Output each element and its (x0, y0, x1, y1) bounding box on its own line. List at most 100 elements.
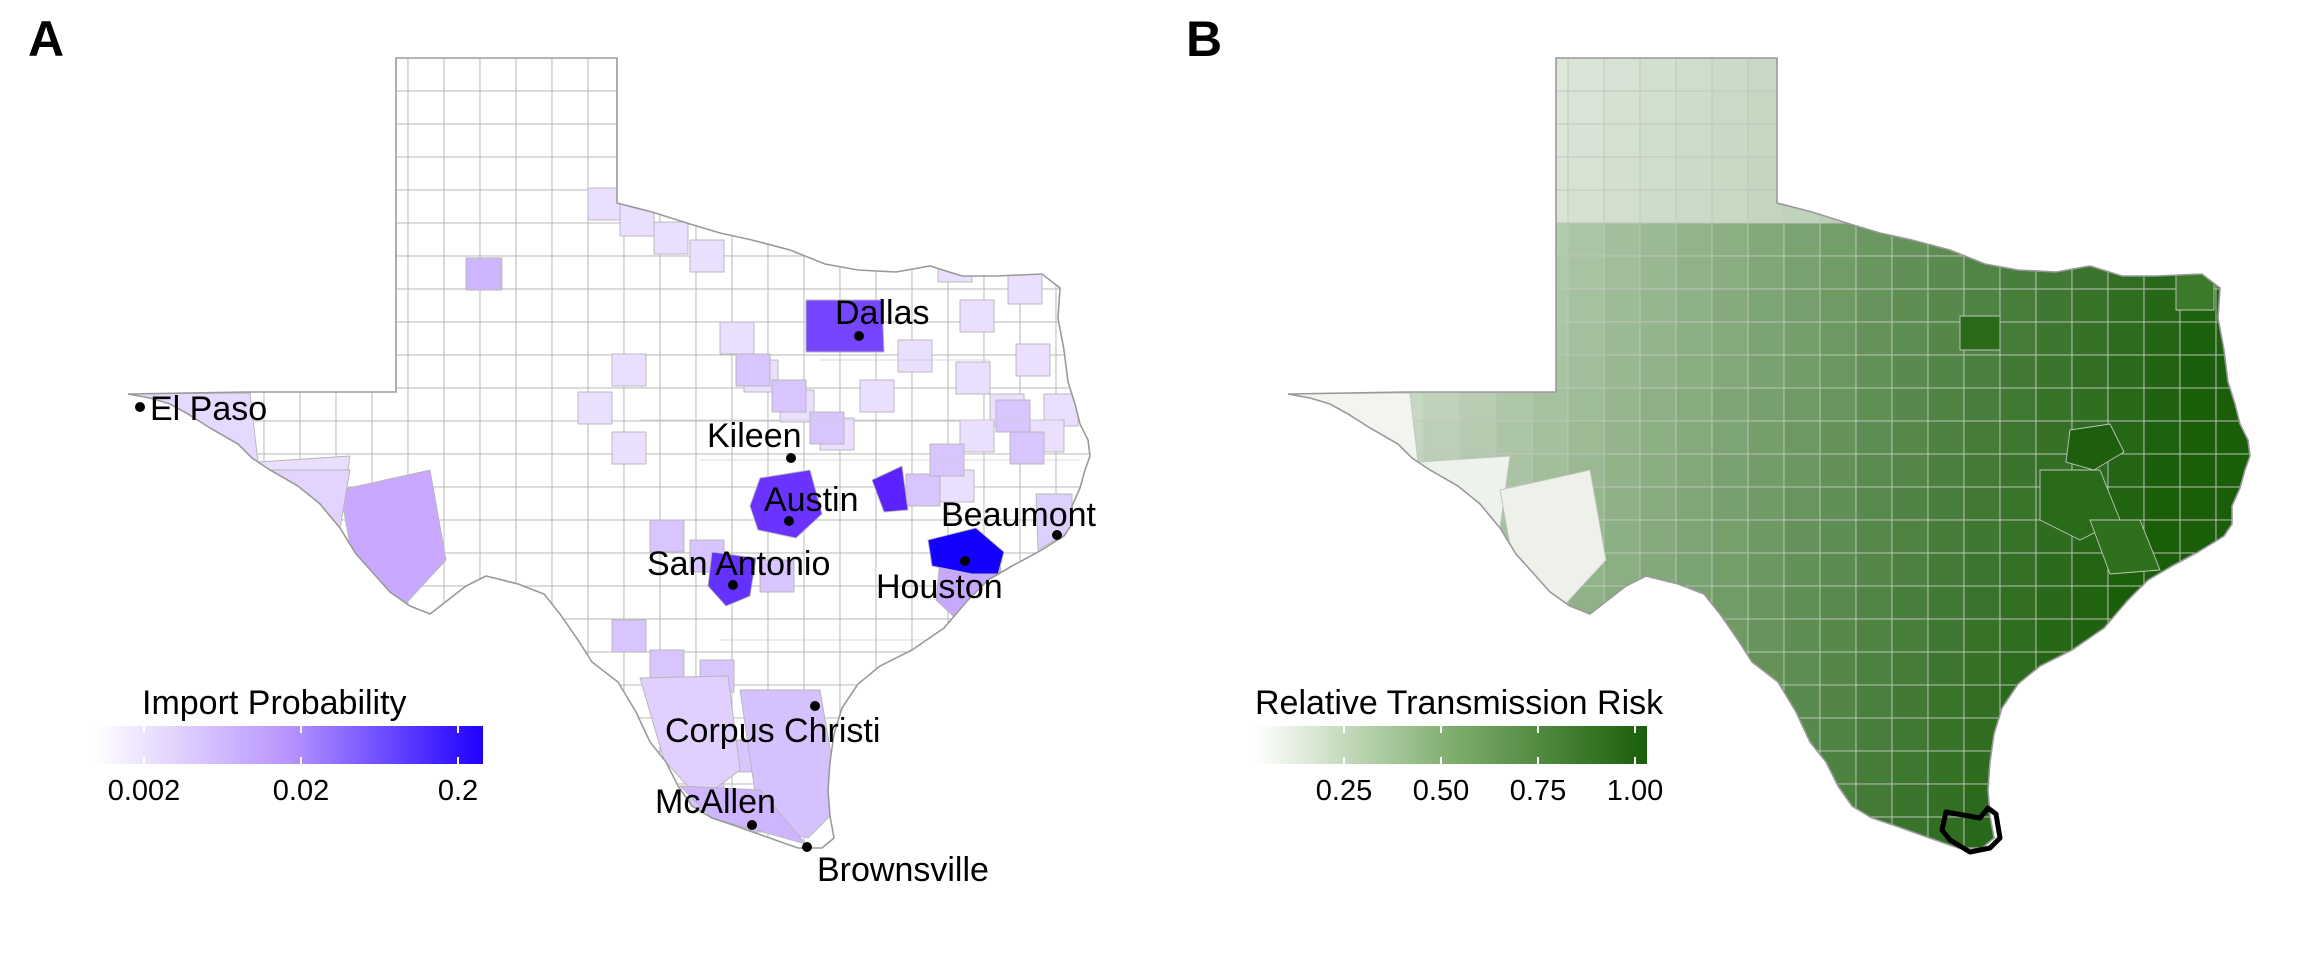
county-cell (1315, 585, 1353, 620)
county-cell (2215, 717, 2250, 752)
county-cell (1819, 486, 1857, 521)
county-cell (551, 123, 589, 158)
county-cell (1711, 750, 1749, 785)
county-cell (1855, 123, 1893, 158)
county-cell (1711, 552, 1749, 587)
county-cell (767, 156, 805, 191)
county-cell (2143, 684, 2181, 719)
county-cell (2035, 321, 2073, 356)
county-cell (735, 353, 771, 387)
county-cell (155, 123, 193, 158)
city-dot (728, 580, 738, 590)
county-cell (2215, 255, 2250, 290)
county-cell (1092, 355, 1128, 388)
county-cell (1019, 651, 1057, 686)
county-cell (551, 255, 589, 290)
county-cell (515, 123, 553, 158)
county-cell (1747, 58, 1785, 92)
county-cell (1288, 189, 1317, 224)
county-cell (839, 651, 877, 686)
county-cell (2035, 420, 2073, 455)
county-cell (1019, 816, 1057, 848)
county-cell (551, 717, 589, 752)
county-cell (155, 816, 193, 848)
county-cell (407, 123, 445, 158)
county-cell (1999, 255, 2037, 290)
county-cell (1855, 453, 1893, 488)
county-cell (551, 750, 589, 785)
county-cell (2215, 288, 2250, 323)
city-brownsville: Brownsville (802, 842, 989, 889)
county-cell (839, 189, 877, 224)
county-cell (1315, 453, 1353, 488)
county-cell (983, 684, 1021, 719)
county-cell (2107, 387, 2145, 422)
county-cell (2143, 618, 2181, 653)
county-cell (2035, 58, 2073, 92)
legend-tick-b-3: 1.00 (1607, 775, 1663, 807)
county-cell (1711, 453, 1749, 488)
county-cell (839, 222, 877, 257)
county-cell (2071, 783, 2109, 818)
county-cell (1092, 289, 1128, 322)
county-cell (1495, 288, 1533, 323)
county-cell (1927, 684, 1965, 719)
county-cell (983, 816, 1021, 848)
county-cell (2215, 651, 2250, 686)
county-cell (1783, 58, 1821, 92)
county-cell (128, 651, 157, 686)
county-cell (1019, 750, 1057, 785)
legend-tick-a-1: 0.02 (273, 775, 329, 807)
county-cell (1019, 58, 1057, 92)
county-cell (1855, 618, 1893, 653)
county-cell (1639, 58, 1677, 92)
county-cell (1567, 222, 1605, 257)
county-cell (1891, 255, 1929, 290)
county-cell (128, 288, 157, 323)
county-cell (1019, 684, 1057, 719)
county-cell (2071, 684, 2109, 719)
county-cell (2252, 223, 2288, 256)
county-cell (1855, 321, 1893, 356)
county-cell (1315, 90, 1353, 125)
county-cell (1675, 123, 1713, 158)
county-cell (1639, 288, 1677, 323)
county-cell (155, 90, 193, 125)
county-cell (1495, 420, 1533, 455)
county-cell (1092, 751, 1128, 784)
county-cell (2143, 486, 2181, 521)
county-cell (1783, 90, 1821, 125)
county-cell (875, 552, 913, 587)
county-cell (263, 816, 301, 848)
county-cell (1351, 519, 1389, 554)
county-cell (2108, 850, 2144, 883)
county-cell (1819, 684, 1857, 719)
county-cell (407, 58, 445, 92)
county-cell (611, 619, 647, 653)
county-cell (1999, 618, 2037, 653)
county-cell (128, 123, 157, 158)
county-cell (587, 486, 625, 521)
county-cell (335, 123, 373, 158)
county-cell (263, 585, 301, 620)
county-cell (1288, 651, 1317, 686)
county-cell (1020, 850, 1056, 883)
county-cell (1387, 519, 1425, 554)
county-cell (1855, 486, 1893, 521)
county-cell (1532, 850, 1568, 883)
county-cell (1009, 431, 1045, 465)
county-cell (1783, 288, 1821, 323)
county-cell (335, 255, 373, 290)
county-cell (155, 156, 193, 191)
county-cell (1495, 255, 1533, 290)
county-cell (551, 552, 589, 587)
county-cell (875, 585, 913, 620)
county-cell (299, 816, 337, 848)
county-cell (875, 123, 913, 158)
county-cell (1288, 552, 1317, 587)
county-cell (1387, 453, 1425, 488)
county-cell (2072, 850, 2108, 883)
county-cell (839, 552, 877, 587)
county-cell (768, 850, 804, 883)
county-cell (947, 123, 985, 158)
